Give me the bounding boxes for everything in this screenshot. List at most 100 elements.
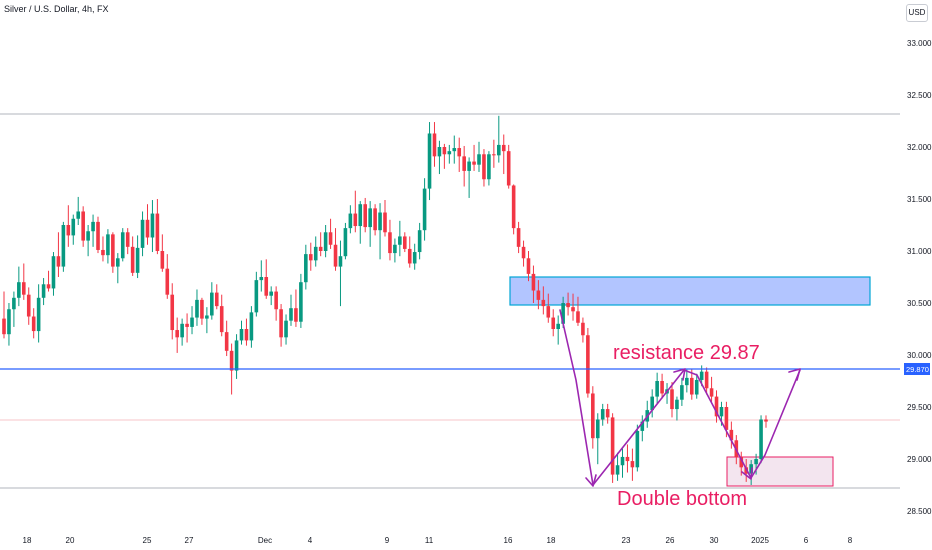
candle <box>526 251 531 282</box>
candle <box>363 197 368 233</box>
price-tick-label: 31.000 <box>907 247 932 256</box>
candle-body <box>363 204 368 228</box>
arrow-head-down-2 <box>741 467 753 480</box>
candle <box>185 313 189 343</box>
candle-body <box>556 323 560 329</box>
candle <box>595 413 600 465</box>
candle <box>111 232 115 273</box>
candle-body <box>467 161 471 171</box>
candle <box>437 140 442 175</box>
candle-body <box>116 258 120 267</box>
candle <box>709 376 714 402</box>
candle <box>497 115 501 163</box>
time-tick-label: 20 <box>66 536 75 545</box>
candle <box>467 157 471 198</box>
candle <box>615 452 620 481</box>
candle-body <box>521 246 526 259</box>
candle-body <box>497 144 501 156</box>
candle <box>600 403 605 426</box>
candle <box>76 196 81 225</box>
candle-body <box>264 277 269 296</box>
currency-button[interactable]: USD <box>906 4 928 22</box>
candle <box>694 373 699 399</box>
time-tick-label: 27 <box>185 536 194 545</box>
candle <box>358 201 363 244</box>
candle-body <box>407 248 412 264</box>
price-axis[interactable]: 33.000 32.500 32.000 31.500 31.000 30.500 30.0… <box>907 39 932 516</box>
chart-title: Silver / U.S. Dollar, 4h, FX <box>4 4 109 14</box>
candle-body <box>111 234 115 267</box>
candle-body <box>586 335 590 394</box>
candle <box>338 240 343 307</box>
candle-body <box>36 297 41 332</box>
candle <box>17 266 21 307</box>
price-tick-label: 32.000 <box>907 143 932 152</box>
candle <box>294 289 298 327</box>
candle <box>442 143 447 169</box>
candle-body <box>620 456 625 466</box>
candle-body <box>516 228 521 247</box>
candle <box>462 145 466 187</box>
candle <box>120 228 125 262</box>
candle <box>66 205 71 247</box>
candle <box>219 294 224 337</box>
candle <box>21 263 26 300</box>
candle-body <box>437 147 442 157</box>
candle <box>71 214 76 245</box>
candle <box>254 271 259 317</box>
supply-zone[interactable] <box>509 276 871 306</box>
candle-body <box>457 148 462 157</box>
candle <box>511 184 516 235</box>
candle <box>368 201 372 247</box>
candle-body <box>299 282 303 322</box>
candle-body <box>145 219 150 238</box>
time-tick-label: 30 <box>710 536 719 545</box>
price-tick-label: 30.000 <box>907 351 932 360</box>
candle-body <box>398 236 402 245</box>
candle-body <box>101 249 105 256</box>
candle-body <box>294 308 298 322</box>
candle <box>383 200 387 237</box>
candle-body <box>259 277 264 281</box>
candle <box>348 205 353 234</box>
candle <box>571 293 575 321</box>
candle-body <box>86 231 90 241</box>
candle <box>492 139 496 168</box>
candle-body <box>165 268 170 295</box>
candle-body <box>41 284 46 298</box>
candle <box>304 244 308 290</box>
candle-body <box>581 322 585 336</box>
time-tick-label: 18 <box>547 536 556 545</box>
candle <box>640 415 645 442</box>
candle <box>249 306 254 348</box>
candle-body <box>7 309 11 335</box>
candle <box>685 369 689 393</box>
arrow-path <box>559 309 801 486</box>
time-tick-label: 23 <box>622 536 631 545</box>
candle-body <box>205 315 209 319</box>
time-axis[interactable]: 18 20 25 27 Dec 4 9 11 16 18 23 26 30 2025 6 8 <box>23 536 853 545</box>
candle-body <box>200 299 204 319</box>
candle <box>655 372 659 404</box>
candle-body <box>333 244 338 267</box>
candle-body <box>610 417 615 475</box>
candle <box>56 232 61 277</box>
candle-body <box>689 377 694 395</box>
candle <box>323 225 328 258</box>
candle <box>620 448 625 478</box>
candle-body <box>219 306 224 333</box>
candle-body <box>536 290 541 300</box>
candle <box>46 270 51 292</box>
candle <box>313 236 318 267</box>
candle <box>551 309 556 337</box>
candle <box>610 413 615 483</box>
candle <box>333 228 338 271</box>
candle <box>239 320 244 345</box>
candle-body <box>699 371 704 380</box>
candle-body <box>605 409 610 418</box>
candle <box>516 221 521 254</box>
candle <box>180 318 184 346</box>
candle <box>521 240 526 267</box>
candle <box>635 424 640 472</box>
